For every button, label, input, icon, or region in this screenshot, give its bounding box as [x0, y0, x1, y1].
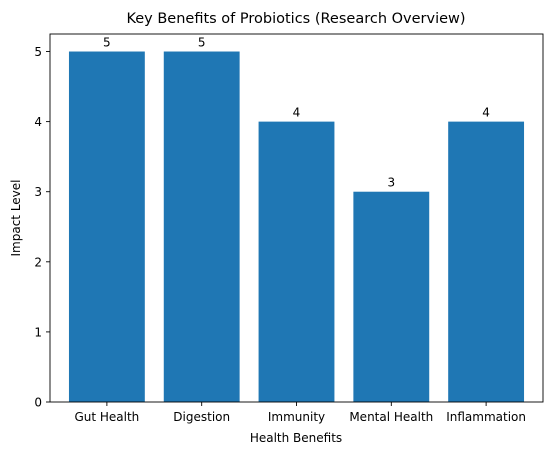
y-tick-label: 4	[34, 115, 42, 129]
axes-frame	[49, 33, 544, 403]
bar	[353, 191, 430, 402]
bar	[258, 121, 335, 403]
bar	[68, 51, 145, 403]
bar	[448, 121, 525, 403]
data-label: 3	[387, 176, 395, 190]
y-axis-label: Impact Level	[9, 180, 23, 257]
data-label: 5	[198, 36, 206, 50]
x-tick-label: Gut Health	[74, 410, 139, 424]
plot-area: 5 Gut Health 5 Digestion 4 Immunity 3 Mental He…	[34, 36, 526, 424]
x-tick-label: Mental Health	[349, 410, 433, 424]
y-tick-label: 3	[34, 185, 42, 199]
chart-title: Key Benefits of Probiotics (Research Ove…	[126, 11, 465, 27]
x-axis-label: Health Benefits	[250, 431, 342, 445]
x-tick-label: Immunity	[268, 410, 325, 424]
x-tick-label: Digestion	[173, 410, 230, 424]
y-tick-label: 1	[34, 325, 42, 339]
x-tick-label: Inflammation	[446, 410, 526, 424]
y-tick-label: 2	[34, 255, 42, 269]
data-label: 4	[293, 106, 301, 120]
data-label: 4	[482, 106, 490, 120]
y-tick-label: 5	[34, 45, 42, 59]
data-label: 5	[103, 36, 111, 50]
bar	[163, 51, 240, 403]
y-tick-label: 0	[34, 396, 42, 410]
